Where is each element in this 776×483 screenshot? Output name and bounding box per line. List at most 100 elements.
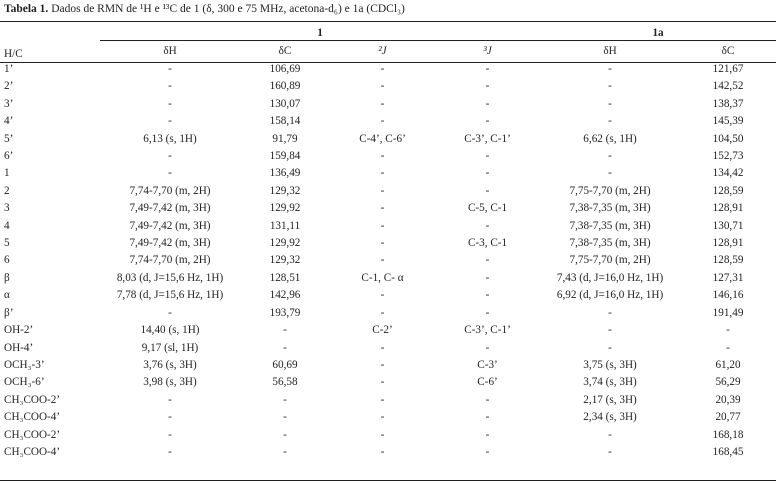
table-row: 4’ - 158,14 - - - 145,39 bbox=[0, 113, 776, 130]
cell-1a-dc: 128,59 bbox=[712, 254, 744, 267]
cell-1a-dc: 168,45 bbox=[712, 445, 744, 458]
cell-1-dh: - bbox=[168, 80, 172, 93]
header-rule bbox=[0, 62, 776, 63]
table-row: β 8,03 (d, J=15,6 Hz, 1H) 128,51 C-1, C- α -… bbox=[0, 270, 776, 287]
cell-1a-dh: - bbox=[608, 150, 612, 163]
cell-1-dc: - bbox=[283, 341, 287, 354]
hc-header: H/C bbox=[4, 48, 23, 60]
cell-1-dc: 136,49 bbox=[269, 167, 301, 180]
caption-text: Dados de RMN de ¹H e ¹³C de 1 (δ, 300 e … bbox=[51, 3, 405, 15]
cell-1a-dh: 2,34 (s, 3H) bbox=[583, 411, 637, 424]
cell-1-dc: - bbox=[283, 324, 287, 337]
cell-1-2j: - bbox=[380, 254, 385, 267]
cell-1-3j: C-3’, C-1’ bbox=[464, 324, 511, 337]
row-label: 2 bbox=[4, 184, 10, 197]
cell-1-2j: C-1, C- α bbox=[361, 271, 404, 284]
cell-1-3j: C-6’ bbox=[477, 376, 498, 389]
cell-1a-dc: 121,67 bbox=[712, 63, 744, 75]
cell-1a-dc: 130,71 bbox=[712, 219, 744, 232]
cell-1a-dh: - bbox=[608, 306, 612, 319]
cell-1-2j: - bbox=[380, 202, 385, 215]
cell-1a-dc: 104,50 bbox=[712, 132, 744, 145]
cell-1-dh: - bbox=[168, 150, 172, 163]
cell-1-dc: 60,69 bbox=[272, 358, 298, 371]
cell-1a-dh: 7,75-7,70 (m, 2H) bbox=[569, 254, 651, 267]
cell-1a-dc: 56,29 bbox=[715, 376, 741, 389]
cell-1-3j: - bbox=[485, 411, 490, 424]
cell-1a-dh: - bbox=[608, 97, 612, 110]
row-label: 6’ bbox=[4, 150, 14, 163]
cell-1-3j: - bbox=[485, 289, 490, 302]
cell-1-dh: 7,49-7,42 (m, 3H) bbox=[129, 202, 211, 215]
cell-1a-dh: 7,38-7,35 (m, 3H) bbox=[569, 219, 651, 232]
row-label: CH₃COO-4’ bbox=[4, 411, 61, 424]
table-row: 1 - 136,49 - - - 134,42 bbox=[0, 165, 776, 182]
row-label: CH₃COO-4’ bbox=[4, 445, 61, 458]
col-header: ²J bbox=[378, 45, 387, 57]
cell-1-3j: - bbox=[485, 219, 490, 232]
row-label: 4’ bbox=[4, 115, 14, 128]
cell-1-dh: - bbox=[168, 428, 172, 441]
header-column-row: δH δC ²J ³J δH δC bbox=[0, 41, 776, 62]
cell-1a-dh: 6,62 (s, 1H) bbox=[583, 132, 637, 145]
cell-1-2j: - bbox=[380, 219, 385, 232]
cell-1-dc: 158,14 bbox=[269, 115, 301, 128]
row-label: 4 bbox=[4, 219, 10, 232]
cell-1-3j: C-3’ bbox=[477, 358, 498, 371]
row-label: 1 bbox=[4, 167, 10, 180]
cell-1-dh: 6,13 (s, 1H) bbox=[143, 132, 197, 145]
cell-1-3j: - bbox=[485, 271, 490, 284]
row-label: α bbox=[4, 289, 10, 302]
cell-1-dc: 130,07 bbox=[269, 97, 301, 110]
row-label: 5 bbox=[4, 237, 10, 250]
cell-1a-dc: 20,77 bbox=[715, 411, 741, 424]
cell-1-2j: - bbox=[380, 97, 385, 110]
cell-1a-dc: 138,37 bbox=[712, 97, 744, 110]
cell-1-dc: 129,92 bbox=[269, 237, 301, 250]
cell-1-3j: - bbox=[485, 341, 490, 354]
cell-1-dh: 7,49-7,42 (m, 3H) bbox=[129, 219, 211, 232]
cell-1-dh: - bbox=[168, 306, 172, 319]
row-label: β’ bbox=[4, 306, 14, 319]
table-row: CH₃COO-2’ - - - - - 168,18 bbox=[0, 427, 776, 444]
cell-1-3j: - bbox=[485, 445, 490, 458]
cell-1-dh: - bbox=[168, 445, 172, 458]
cell-1-3j: C-3’, C-1’ bbox=[464, 132, 511, 145]
cell-1-2j: - bbox=[380, 445, 385, 458]
cell-1-2j: - bbox=[380, 428, 385, 441]
cell-1-2j: - bbox=[380, 80, 385, 93]
cell-1a-dh: 2,17 (s, 3H) bbox=[583, 393, 637, 406]
col-header: ³J bbox=[483, 45, 492, 57]
cell-1-dh: 7,74-7,70 (m, 2H) bbox=[129, 184, 211, 197]
table-row: OH-2’ 14,40 (s, 1H) - C-2’ C-3’, C-1’ - - bbox=[0, 322, 776, 339]
cell-1a-dc: 128,91 bbox=[712, 202, 744, 215]
cell-1-dc: 91,79 bbox=[272, 132, 298, 145]
cell-1-3j: - bbox=[485, 306, 490, 319]
cell-1a-dh: - bbox=[608, 445, 612, 458]
cell-1a-dc: 127,31 bbox=[712, 271, 744, 284]
compound-1-header: 1 bbox=[100, 26, 541, 41]
cell-1-3j: - bbox=[485, 428, 490, 441]
header-group-row: H/C 1 1a bbox=[0, 26, 776, 60]
table-row: OCH₃-3’ 3,76 (s, 3H) 60,69 - C-3’ 3,75 (s, 3H… bbox=[0, 357, 776, 374]
cell-1-dh: - bbox=[168, 115, 172, 128]
row-label: 3 bbox=[4, 202, 10, 215]
cell-1-3j: - bbox=[485, 254, 490, 267]
cell-1-dh: - bbox=[168, 167, 172, 180]
cell-1-dc: 193,79 bbox=[269, 306, 301, 319]
table-row: 3’ - 130,07 - - - 138,37 bbox=[0, 96, 776, 113]
cell-1-dc: - bbox=[283, 393, 287, 406]
table-row: CH₃COO-4’ - - - - - 168,45 bbox=[0, 444, 776, 461]
cell-1a-dc: 128,59 bbox=[712, 184, 744, 197]
cell-1a-dh: - bbox=[608, 63, 612, 75]
cell-1-3j: - bbox=[485, 97, 490, 110]
cell-1-dc: - bbox=[283, 411, 287, 424]
cell-1a-dc: - bbox=[726, 341, 730, 354]
table-row: 2 7,74-7,70 (m, 2H) 129,32 - - 7,75-7,70 (m, … bbox=[0, 183, 776, 200]
bottom-rule bbox=[0, 480, 776, 481]
cell-1-2j: - bbox=[380, 358, 385, 371]
cell-1-dc: 106,69 bbox=[269, 63, 301, 75]
cell-1-dc: 131,11 bbox=[269, 219, 301, 232]
cell-1-3j: - bbox=[485, 167, 490, 180]
cell-1-3j: - bbox=[485, 63, 490, 75]
